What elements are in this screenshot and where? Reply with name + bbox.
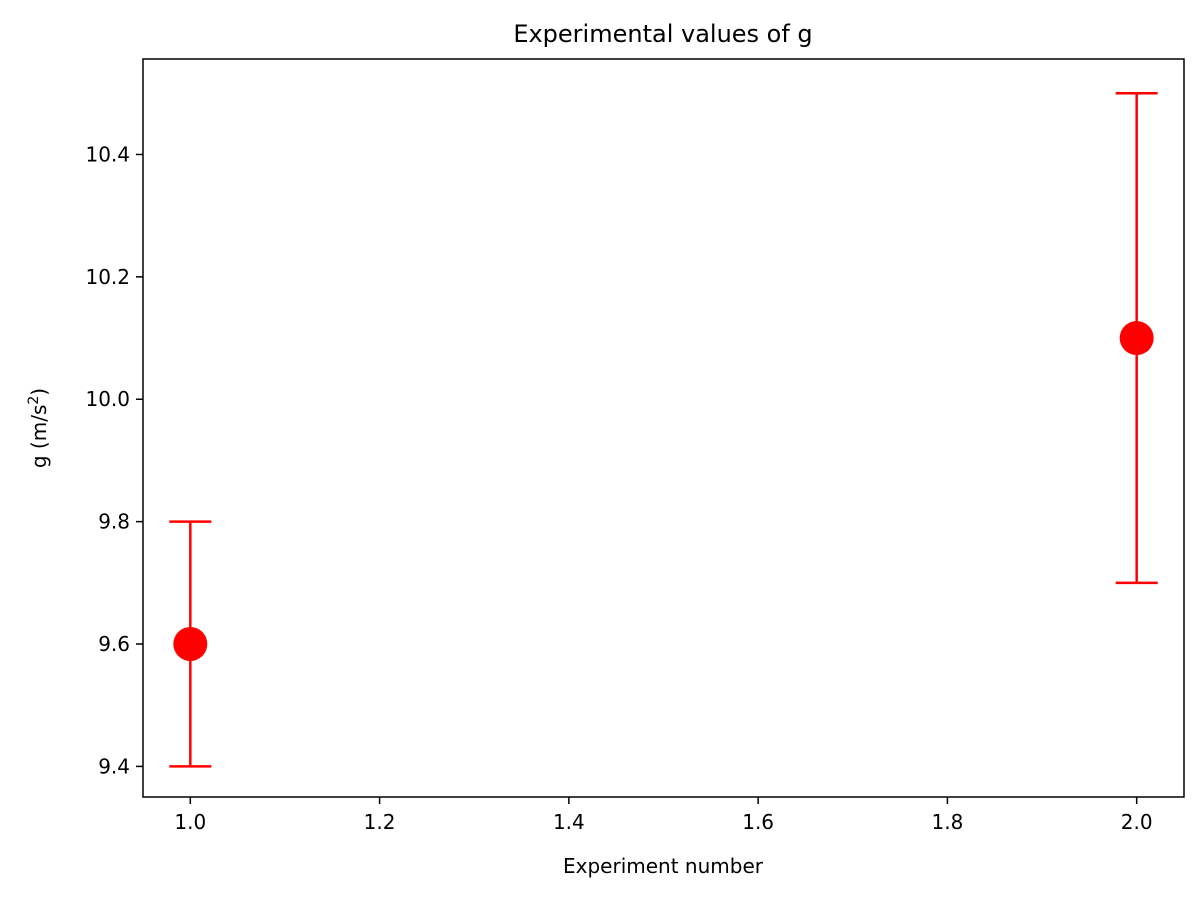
y-axis-label: g (m/s2) [26, 388, 51, 468]
data-point [1119, 321, 1154, 356]
chart-title: Experimental values of g [513, 20, 812, 48]
x-axis-label: Experiment number [563, 854, 764, 878]
x-tick-label: 1.8 [932, 810, 964, 834]
x-tick-label: 1.2 [364, 810, 396, 834]
y-tick-label: 10.0 [85, 387, 130, 411]
y-tick-label: 9.8 [98, 510, 130, 534]
x-tick-label: 2.0 [1121, 810, 1153, 834]
y-tick-label: 10.4 [85, 142, 130, 166]
y-tick-label: 9.4 [98, 754, 130, 778]
y-axis-label-superscript: 2 [26, 396, 42, 405]
x-tick-label: 1.4 [553, 810, 585, 834]
y-axis-label-prefix: g (m/s [27, 405, 51, 469]
x-tick-label: 1.0 [174, 810, 206, 834]
y-tick-label: 9.6 [98, 632, 130, 656]
data-point [173, 627, 208, 662]
axes: 1.0 1.2 1.4 1.6 1.8 2.0 9.4 9.6 9.8 10.0 10.2 10.4 [85, 58, 1185, 834]
y-axis-label-suffix: ) [27, 388, 51, 396]
plot-frame [142, 58, 1185, 798]
y-tick-label: 10.2 [85, 265, 130, 289]
x-tick-label: 1.6 [742, 810, 774, 834]
plot-area [169, 92, 1158, 768]
